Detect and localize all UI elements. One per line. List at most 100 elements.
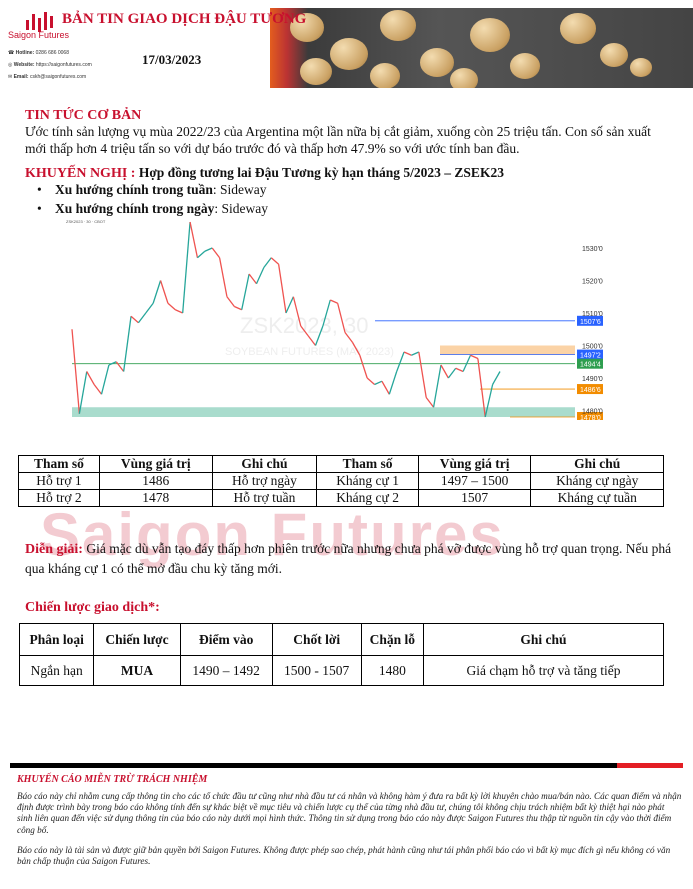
soybean-banner-image [270,8,693,88]
divider [10,763,683,768]
price-segment [137,312,147,324]
price-segment [411,351,420,356]
price-segment [255,267,265,285]
explanation: Diễn giải: Giá mặc dù vẫn tạo đáy thấp h… [25,541,672,576]
email[interactable]: ✉ Email: cskh@saigonfutures.com [8,74,87,80]
chart-watermark-sub: SOYBEAN FUTURES (MAY 2023) [225,346,394,358]
price-segment [159,280,169,304]
soybean [420,48,454,77]
price-segment [211,247,221,259]
resistance-zone [440,345,575,355]
price-segment [388,371,398,395]
price-segment [337,303,346,333]
price-segment [492,371,501,385]
watermark: Saigon Futures [40,501,505,568]
price-segment [115,361,125,372]
logo-icon [26,12,53,32]
price-segment [381,380,390,395]
price-tag-label: 1494'4 [580,362,601,369]
price-segment [100,364,110,395]
price-tag-label: 1478'0 [580,415,601,420]
price-tag [577,412,603,420]
y-tick-label: 1490'0 [582,376,603,383]
price-tag [577,349,603,360]
price-segment [218,257,228,297]
y-tick-label: 1530'0 [582,246,603,253]
price-segment [462,354,472,372]
strategy-table: Phân loại Chiến lược Điểm vào Chốt lời Chặn … [18,623,664,686]
soybean [450,68,478,88]
soybean [290,13,324,42]
price-tag-label: 1507'6 [580,319,601,326]
price-tag-label: 1497'2 [580,353,601,360]
disclaimer-heading: KHUYẾN CÁO MIỄN TRỪ TRÁCH NHIỆM [17,774,208,785]
table-row: Hỗ trợ 2 1478 Hỗ trợ tuần Kháng cự 2 1507 Khá… [18,489,664,507]
price-segment [330,299,338,304]
soybean [330,38,368,71]
table-row: Ngắn hạn MUA 1490 – 1492 1500 - 1507 1480 Giá… [18,655,664,686]
price-segment [374,380,383,386]
price-segment [447,367,457,379]
soybean [380,10,416,41]
website[interactable]: ◎ Website: https://saigonfutures.com [8,62,92,68]
table-row: Hỗ trợ 1 1486 Hỗ trợ ngày Kháng cự 1 1497 – … [18,472,664,490]
price-segment [197,250,206,259]
report-title: BẢN TIN GIAO DỊCH ĐẬU TƯƠNG [62,11,307,27]
news-body: Ước tính sản lượng vụ mùa 2022/23 của Ar… [25,124,651,156]
price-segment [351,341,361,356]
disclaimer-p2: Báo cáo này là tài sản và được giữ bản q… [17,845,671,867]
price-segment [300,325,309,337]
price-segment [292,296,302,327]
price-segment [152,280,162,304]
price-segment [241,273,250,310]
price-segment [263,257,272,268]
price-segment [167,302,176,311]
y-tick-label: 1510'0 [582,311,603,318]
price-segment [78,371,88,414]
price-segment [425,397,435,408]
soybean [470,18,510,52]
divider-accent [617,763,683,768]
price-tag [577,315,603,326]
strategy-heading: Chiến lược giao dịch*: [25,600,160,615]
trend-day: Xu hướng chính trong ngày: Sideway [25,199,268,218]
price-tag-label: 1486'6 [580,387,601,394]
news-heading: TIN TỨC CƠ BẢN [25,108,142,123]
price-segment [226,296,235,307]
price-segment [314,325,324,346]
price-segment [285,296,294,314]
hotline: ☎ Hotline: 0286 686 0068 [8,50,69,56]
price-tag [577,358,603,369]
price-segment [130,315,139,324]
price-segment [403,351,412,356]
price-segment [484,384,494,418]
disclaimer-p1: Báo cáo này chỉ nhằm cung cấp thông tin … [17,791,682,835]
soybean [300,58,332,86]
y-tick-label: 1500'0 [582,344,603,351]
report-header: Saigon Futures BẢN TIN GIAO DỊCH ĐẬU TƯƠ… [0,0,693,90]
trend-list: Xu hướng chính trong tuần: Sideway Xu hư… [25,180,268,218]
price-segment [322,299,331,327]
y-tick-label: 1480'0 [582,409,603,416]
price-segment [71,329,81,414]
price-segment [93,384,103,395]
price-segment [366,377,375,385]
price-segment [440,364,449,379]
soybean [370,63,400,88]
price-segment [108,361,117,366]
price-segment [455,367,464,373]
soybean [510,53,540,79]
levels-table: Tham số Vùng giá trị Ghi chú Tham số Vùng gi… [18,455,664,507]
price-tag [577,384,603,395]
price-segment [477,358,486,418]
price-segment [175,309,183,314]
report-date: 17/03/2023 [142,52,202,67]
chart-watermark: ZSK2023, 30 [240,313,368,338]
price-segment [277,264,287,314]
trend-week: Xu hướng chính trong tuần: Sideway [25,180,268,199]
recommendation: KHUYẾN NGHỊ : Hợp đồng tương lai Đậu Tươ… [25,165,504,181]
price-segment [418,351,427,398]
price-segment [344,332,353,343]
price-segment [182,221,191,314]
price-segment [86,371,95,385]
